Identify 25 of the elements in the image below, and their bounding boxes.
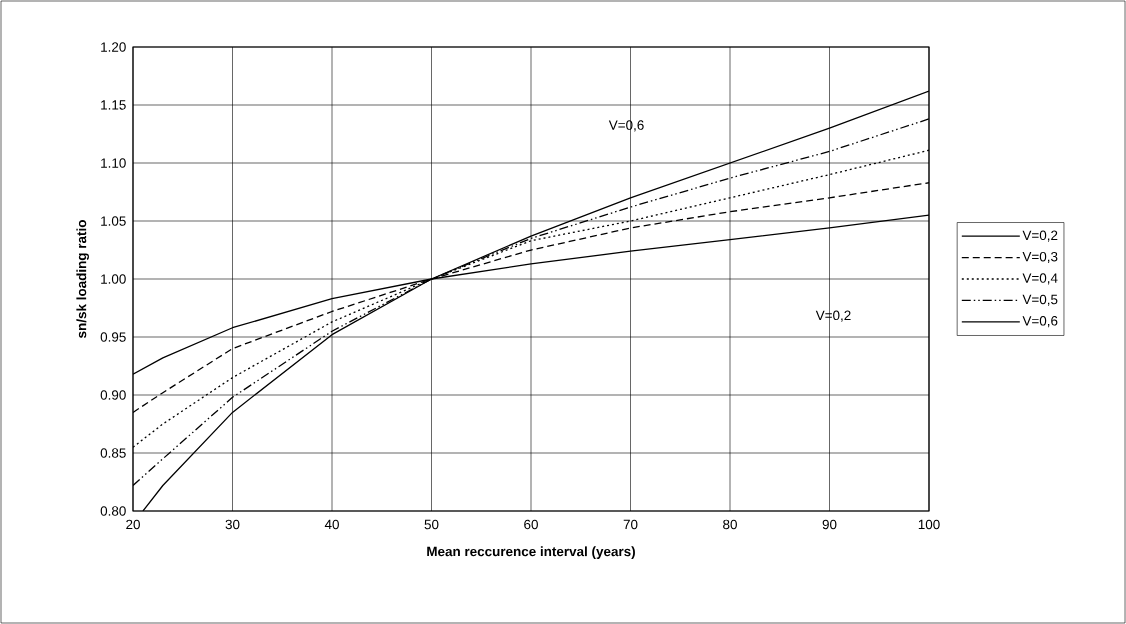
legend-label: V=0,6 bbox=[1022, 316, 1058, 328]
y-axis-title: sn/sk loading ratio bbox=[76, 220, 89, 338]
y-tick-label: 0.80 bbox=[100, 506, 126, 516]
y-tick-label: 1.20 bbox=[101, 42, 126, 52]
y-tick-label: 1.00 bbox=[101, 274, 126, 284]
y-tick-label: 0.90 bbox=[100, 390, 126, 400]
x-tick-label: 30 bbox=[225, 519, 240, 530]
x-tick-label: 40 bbox=[324, 519, 339, 530]
y-tick-label: 1.15 bbox=[101, 100, 126, 110]
x-tick-label: 90 bbox=[822, 519, 837, 530]
y-tick-label: 1.05 bbox=[101, 216, 126, 226]
legend-label: V=0,4 bbox=[1022, 273, 1058, 285]
x-tick-label: 80 bbox=[723, 519, 737, 530]
y-tick-label: 0.85 bbox=[100, 448, 126, 458]
legend-label: V=0,5 bbox=[1022, 294, 1058, 306]
x-tick-label: 100 bbox=[918, 519, 940, 530]
x-tick-label: 60 bbox=[524, 519, 538, 530]
legend-label: V=0,2 bbox=[1022, 230, 1058, 242]
y-tick-label: 1.10 bbox=[101, 158, 126, 168]
legend-label: V=0,3 bbox=[1022, 251, 1058, 264]
x-tick-label: 20 bbox=[126, 519, 140, 530]
y-tick-label: 0.95 bbox=[100, 332, 126, 342]
x-axis-title: Mean reccurence interval (years) bbox=[427, 546, 635, 559]
x-tick-label: 70 bbox=[623, 519, 638, 530]
x-tick-label: 50 bbox=[424, 519, 439, 530]
